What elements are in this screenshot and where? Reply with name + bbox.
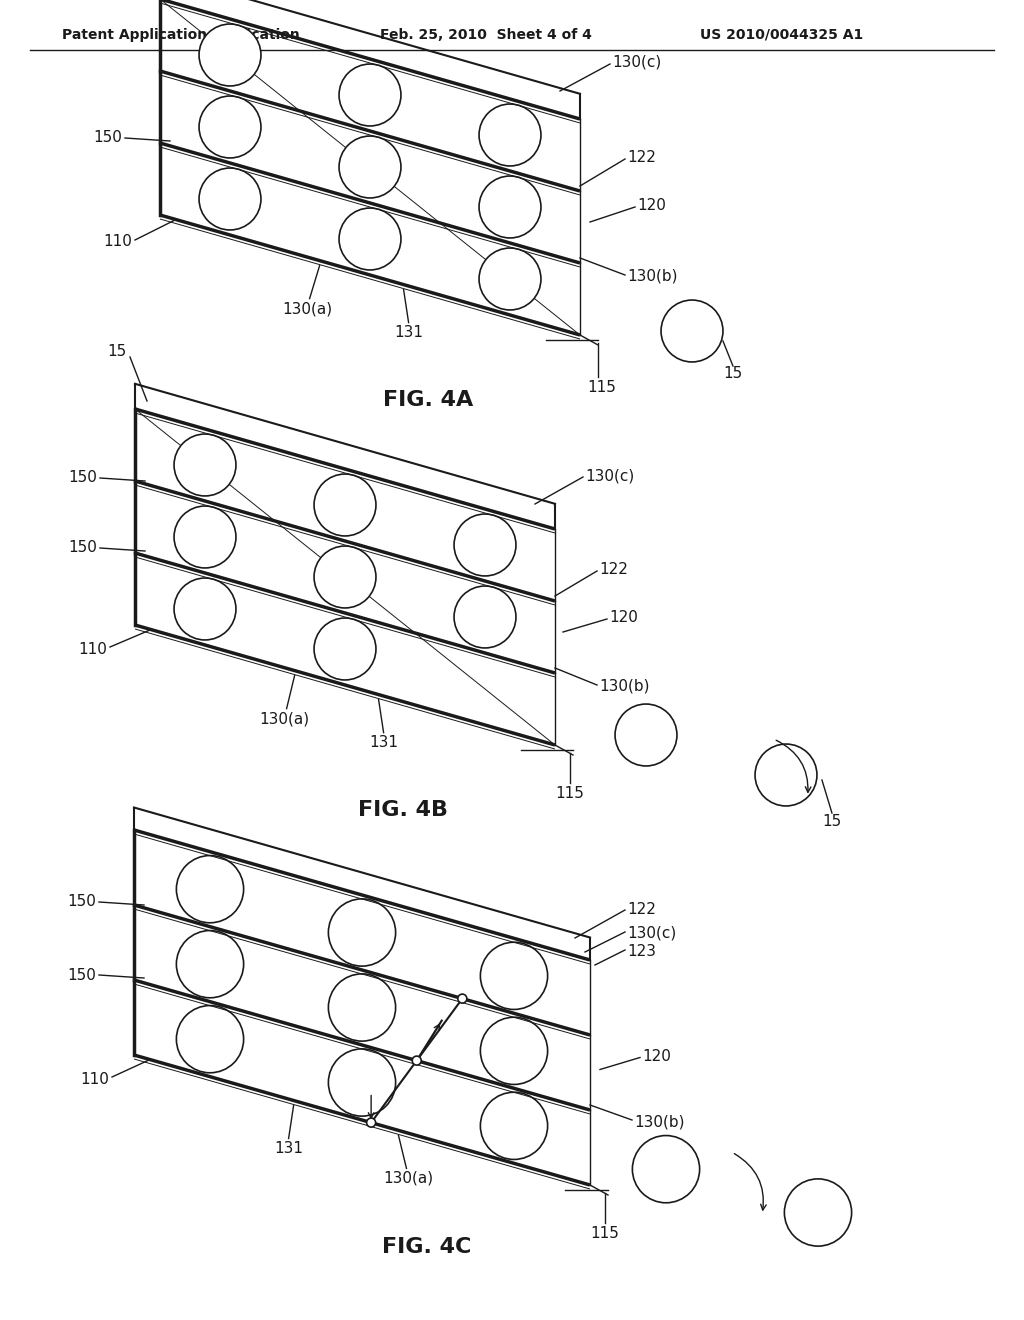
Text: 115: 115 [588,380,616,395]
Text: 15: 15 [822,813,842,829]
Circle shape [314,474,376,536]
Circle shape [454,586,516,648]
Text: 110: 110 [80,1072,109,1086]
Circle shape [454,513,516,576]
Text: 131: 131 [394,325,423,341]
Text: 130(c): 130(c) [627,925,676,940]
Text: 123: 123 [627,944,656,958]
Text: 130(b): 130(b) [627,268,678,284]
Text: 150: 150 [93,131,122,145]
Circle shape [784,1179,852,1246]
Text: 122: 122 [627,902,656,916]
Text: Patent Application Publication: Patent Application Publication [62,28,300,42]
Text: 150: 150 [68,968,96,982]
Circle shape [176,931,244,998]
Circle shape [458,994,467,1003]
Text: US 2010/0044325 A1: US 2010/0044325 A1 [700,28,863,42]
Circle shape [633,1135,699,1203]
Circle shape [329,974,395,1041]
Text: 15: 15 [108,345,127,359]
Circle shape [615,704,677,766]
Circle shape [479,104,541,166]
Circle shape [339,209,401,271]
Circle shape [199,168,261,230]
Text: 130(b): 130(b) [634,1114,684,1130]
Text: 150: 150 [69,540,97,556]
Text: 115: 115 [591,1225,620,1241]
Text: 150: 150 [69,470,97,486]
Circle shape [480,1092,548,1159]
Circle shape [413,1056,421,1065]
Text: FIG. 4B: FIG. 4B [358,800,449,820]
Text: 122: 122 [599,562,628,578]
Circle shape [199,24,261,86]
Text: 115: 115 [556,785,585,800]
Circle shape [314,546,376,609]
Text: 131: 131 [274,1140,303,1156]
Circle shape [174,506,236,568]
Text: 122: 122 [627,150,656,165]
Text: 120: 120 [637,198,666,214]
Text: 110: 110 [78,642,106,656]
Circle shape [480,942,548,1010]
Circle shape [174,434,236,496]
Text: Feb. 25, 2010  Sheet 4 of 4: Feb. 25, 2010 Sheet 4 of 4 [380,28,592,42]
Text: 130(c): 130(c) [585,469,634,483]
Text: 130(b): 130(b) [599,678,649,693]
Text: 131: 131 [369,735,398,750]
Circle shape [176,855,244,923]
Circle shape [339,65,401,125]
Text: 110: 110 [103,235,132,249]
Text: 120: 120 [642,1049,671,1064]
Text: 130(a): 130(a) [283,301,333,315]
Circle shape [329,1049,395,1117]
Circle shape [176,1006,244,1073]
Circle shape [329,899,395,966]
Circle shape [479,248,541,310]
Text: 120: 120 [609,610,638,626]
Text: 130(c): 130(c) [612,54,662,70]
Circle shape [199,96,261,158]
Circle shape [479,176,541,238]
Text: FIG. 4C: FIG. 4C [382,1237,472,1257]
Circle shape [314,618,376,680]
Circle shape [339,136,401,198]
Circle shape [367,1118,376,1127]
Text: 15: 15 [723,366,742,380]
Text: FIG. 4A: FIG. 4A [383,389,473,411]
Circle shape [480,1018,548,1085]
Circle shape [662,300,723,362]
Circle shape [174,578,236,640]
Text: 150: 150 [68,895,96,909]
Circle shape [755,744,817,807]
Text: 130(a): 130(a) [259,711,309,726]
Text: 130(a): 130(a) [383,1171,433,1185]
